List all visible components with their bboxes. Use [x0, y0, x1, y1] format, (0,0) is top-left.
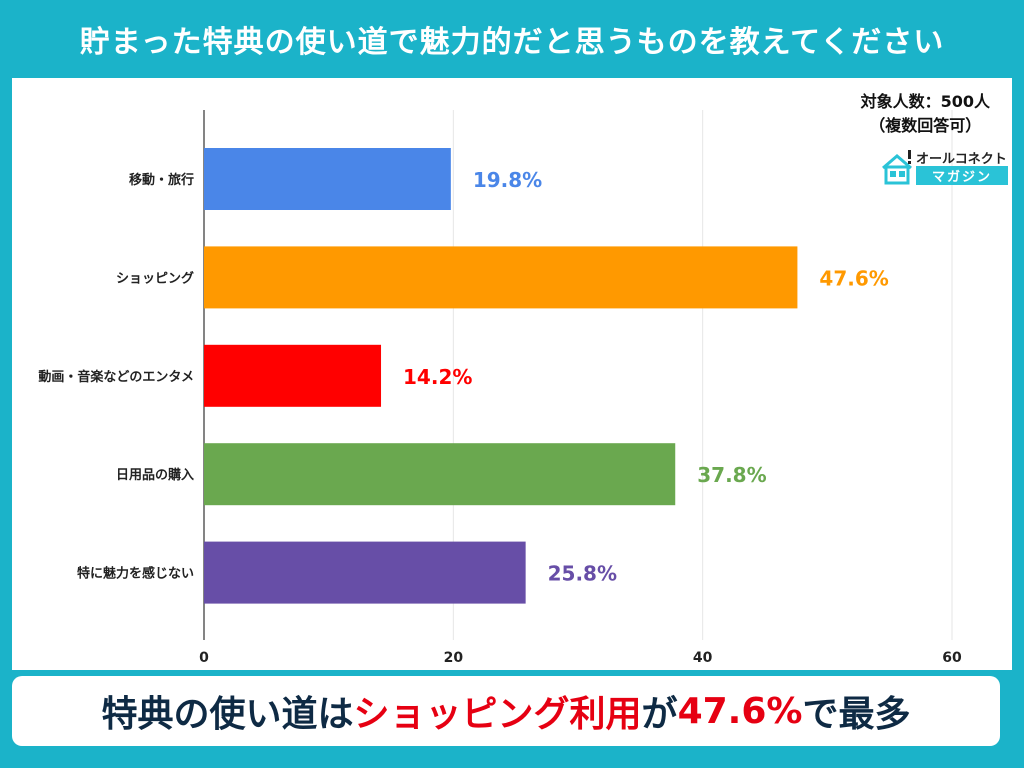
banner-highlight-2: 47.6% [677, 690, 803, 732]
category-label: 日用品の購入 [116, 467, 194, 483]
bar [204, 344, 382, 407]
banner-text-1: 特典の使い道は [101, 694, 354, 735]
page-title: 貯まった特典の使い道で魅力的だと思うものを教えてください [79, 25, 945, 60]
respondent-note: 対象人数：500人 （複数回答可） [861, 90, 990, 138]
bar [204, 541, 526, 604]
respondent-count: 対象人数：500人 [860, 92, 990, 111]
bar [204, 443, 676, 506]
data-label: 19.8% [473, 168, 542, 192]
chart-panel: 0 20 40 60 移動・旅行 19.8% ショッピング 47.6% 動画・音楽などのエンタメ… [12, 78, 1012, 670]
banner-text-3: で最多 [802, 694, 911, 735]
logo-text-bottom: マガジン [916, 166, 1008, 185]
x-tick-label: 60 [942, 650, 962, 666]
bar [204, 148, 451, 210]
x-tick-label: 0 [199, 650, 209, 666]
logo-text-top: オールコネクト [916, 152, 1007, 167]
bar-chart: 0 20 40 60 移動・旅行 19.8% ショッピング 47.6% 動画・音楽などのエンタメ… [38, 110, 962, 666]
bar [204, 246, 798, 309]
data-label: 37.8% [697, 463, 766, 487]
category-label: 移動・旅行 [129, 172, 194, 188]
house-icon [882, 150, 912, 185]
summary-banner: 特典の使い道は ショッピング利用が 47.6% で最多 [12, 676, 1000, 746]
category-label: 動画・音楽などのエンタメ [38, 369, 194, 385]
category-label: ショッピング [116, 270, 194, 286]
x-tick-label: 40 [693, 650, 713, 666]
data-label: 25.8% [548, 562, 617, 586]
banner-text-2: が [641, 694, 678, 735]
data-label: 14.2% [403, 365, 472, 389]
brand-logo: オールコネクト マガジン [880, 148, 1010, 188]
category-label: 特に魅力を感じない [77, 566, 194, 582]
banner-highlight-1: ショッピング利用 [353, 694, 642, 735]
multiple-answers-note: （複数回答可） [869, 116, 982, 135]
x-tick-label: 20 [444, 650, 464, 666]
data-label: 47.6% [819, 266, 888, 290]
